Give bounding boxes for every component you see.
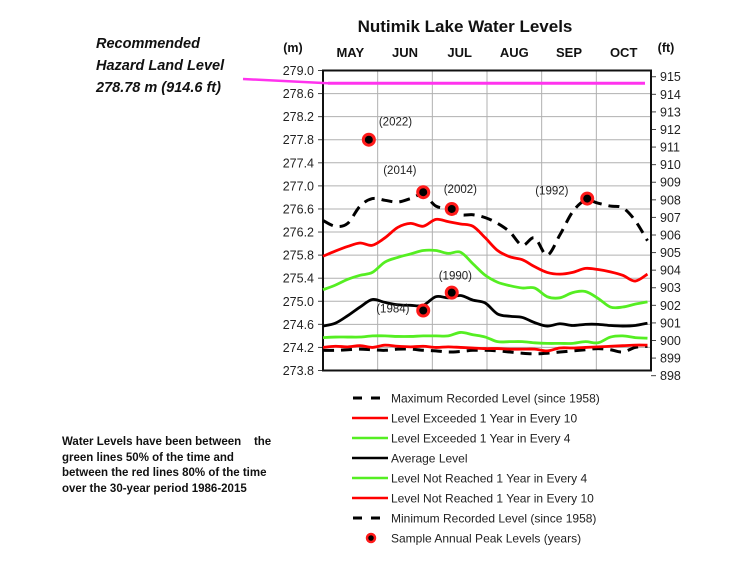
peak-label: (2002) (444, 184, 477, 196)
peak-marker (444, 285, 459, 300)
right-tick-label: 908 (660, 193, 681, 207)
series-line-3 (322, 248, 648, 310)
left-tick-label: 279.0 (283, 64, 314, 78)
left-tick-label: 274.2 (283, 341, 314, 355)
legend-label: Level Not Reached 1 Year in Every 10 (391, 492, 594, 506)
legend-label: Minimum Recorded Level (since 1958) (391, 512, 596, 526)
legend-label: Sample Annual Peak Levels (years) (391, 532, 581, 546)
chart-title: Nutimik Lake Water Levels (358, 17, 573, 36)
right-tick-label: 899 (660, 352, 681, 366)
left-tick-label: 273.8 (283, 364, 314, 378)
right-tick-label: 898 (660, 369, 681, 383)
right-tick-label: 900 (660, 334, 681, 348)
peak-marker (416, 185, 431, 200)
left-tick-label: 275.4 (283, 272, 314, 286)
left-tick-label: 277.0 (283, 179, 314, 193)
peak-marker (444, 201, 459, 216)
left-tick-label: 277.8 (283, 133, 314, 147)
left-tick-label: 275.8 (283, 249, 314, 263)
peak-label: (1990) (439, 271, 472, 283)
series-line-7 (322, 344, 648, 356)
peak-marker (416, 303, 431, 318)
month-label: OCT (610, 45, 638, 60)
right-tick-label: 914 (660, 88, 681, 102)
month-label: AUG (500, 45, 529, 60)
left-tick-label: 274.6 (283, 318, 314, 332)
left-axis-unit: (m) (283, 41, 302, 55)
left-tick-label: 276.2 (283, 226, 314, 240)
hazard-pointer-line (242, 77, 329, 85)
legend-label: Average Level (391, 452, 468, 466)
right-tick-label: 903 (660, 281, 681, 295)
left-tick-label: 276.6 (283, 202, 314, 216)
legend-label: Level Exceeded 1 Year in Every 4 (391, 432, 571, 446)
series-line-6 (322, 343, 648, 353)
month-label: SEP (556, 45, 582, 60)
right-tick-label: 909 (660, 176, 681, 190)
legend-label: Level Not Reached 1 Year in Every 4 (391, 472, 587, 486)
left-tick-label: 278.2 (283, 110, 314, 124)
right-tick-label: 911 (660, 141, 680, 155)
peak-marker (580, 191, 595, 206)
legend-peak-marker (365, 532, 377, 544)
right-tick-label: 904 (660, 264, 681, 278)
hazard-note-line: Recommended (96, 36, 200, 52)
series-line-2 (322, 217, 649, 283)
left-tick-label: 278.6 (283, 87, 314, 101)
series-line-1 (322, 192, 649, 257)
peak-label: (2014) (383, 165, 416, 177)
right-axis-unit: (ft) (658, 41, 675, 55)
left-tick-label: 277.4 (283, 156, 314, 170)
right-tick-label: 910 (660, 158, 681, 172)
right-tick-label: 907 (660, 211, 681, 225)
month-label: JUN (392, 45, 418, 60)
right-tick-label: 913 (660, 105, 681, 119)
hazard-level-note: Recommended Hazard Land Level 278.78 m (… (96, 33, 224, 99)
legend-label: Maximum Recorded Level (since 1958) (391, 392, 600, 406)
hazard-note-line: 278.78 m (914.6 ft) (96, 80, 221, 96)
peak-label: (2022) (379, 117, 412, 129)
legend-label: Level Exceeded 1 Year in Every 10 (391, 412, 577, 426)
water-level-note: Water Levels have been between the green… (62, 436, 272, 495)
peak-marker (361, 132, 376, 147)
peak-label: (1992) (535, 186, 568, 198)
right-tick-label: 915 (660, 70, 681, 84)
right-tick-label: 901 (660, 316, 681, 330)
left-tick-label: 275.0 (283, 295, 314, 309)
month-label: JUL (447, 45, 472, 60)
right-tick-label: 905 (660, 246, 681, 260)
hazard-note-line: Hazard Land Level (96, 58, 225, 74)
right-tick-label: 906 (660, 228, 681, 242)
right-tick-label: 912 (660, 123, 681, 137)
peak-label: (1984) (376, 304, 409, 316)
month-label: MAY (336, 45, 364, 60)
series-line-5 (322, 331, 648, 345)
right-tick-label: 902 (660, 299, 681, 313)
series-line-4 (322, 294, 648, 328)
